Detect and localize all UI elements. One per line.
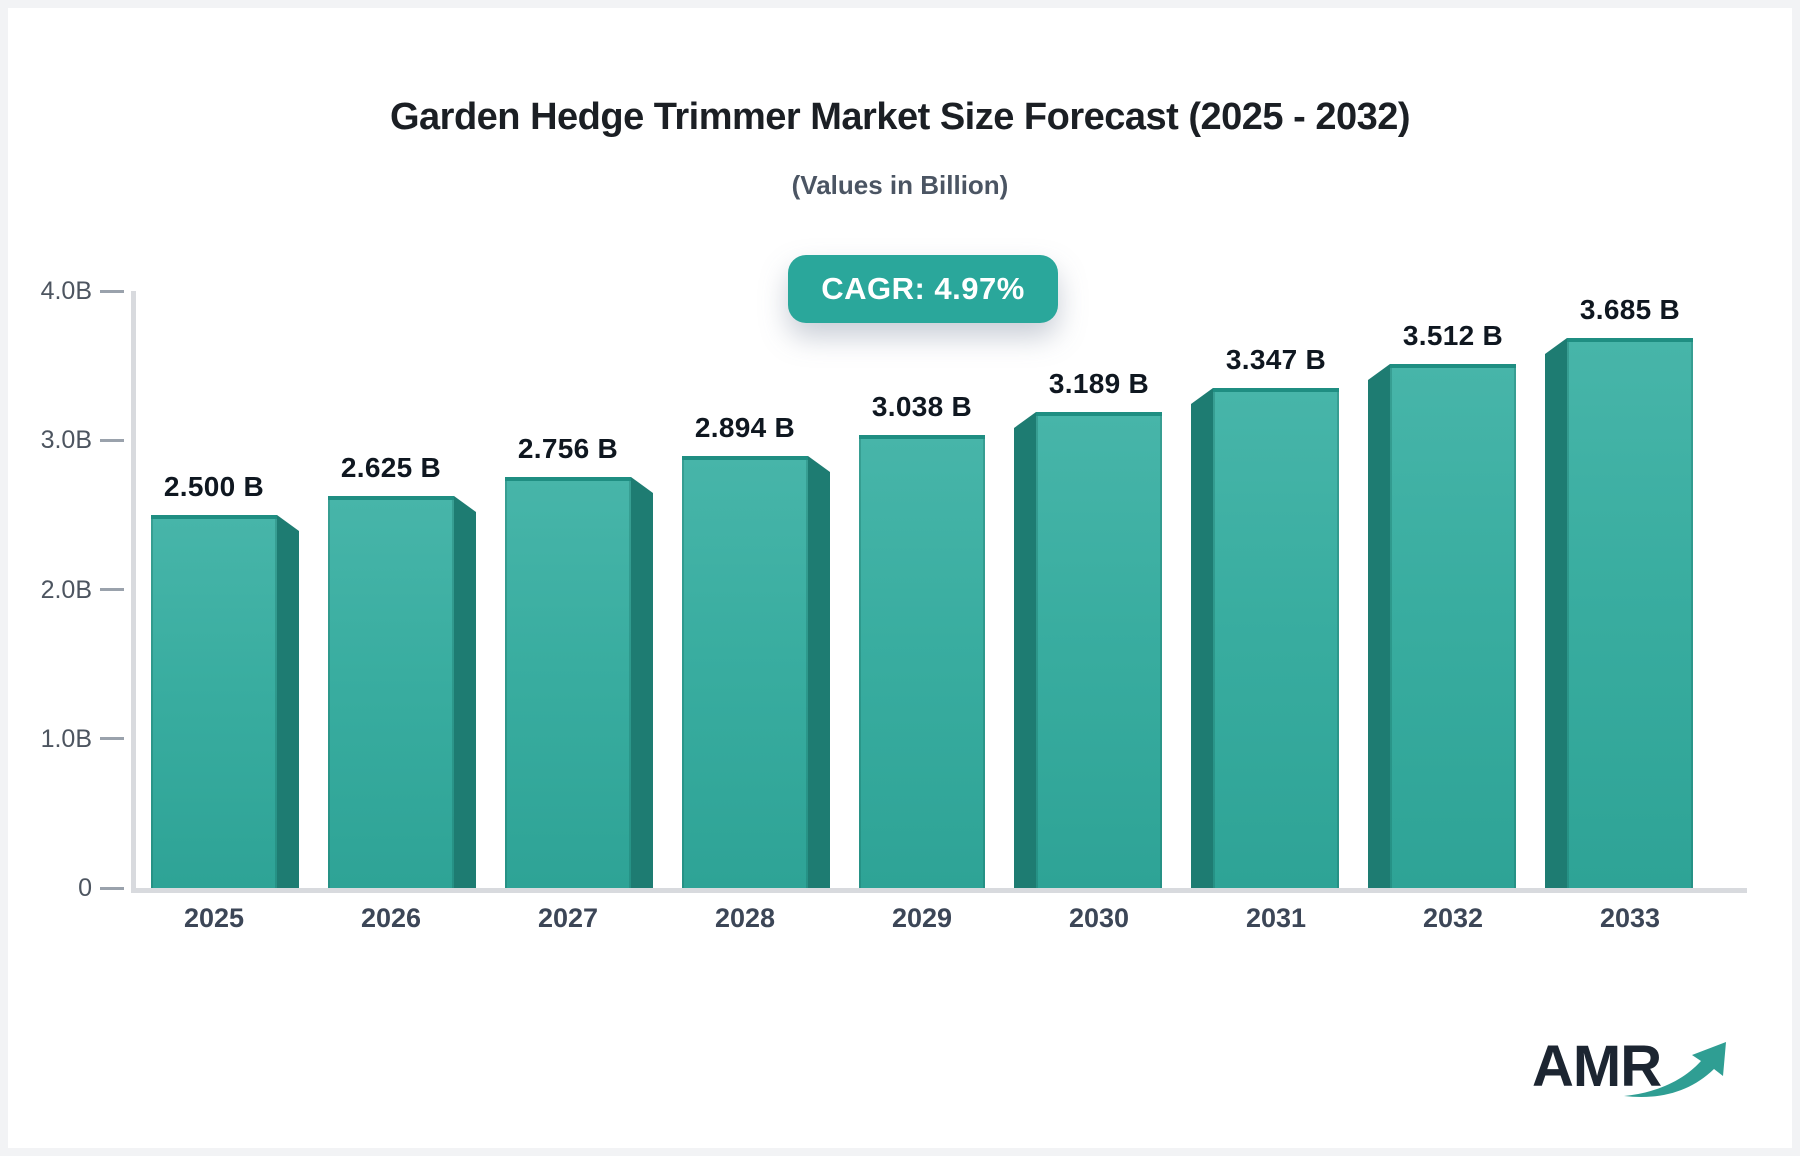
year-label-2026: 2026 bbox=[360, 903, 422, 933]
chart-subtitle: (Values in Billion) bbox=[791, 170, 1009, 200]
y-axis-line bbox=[131, 291, 136, 892]
value-label-2028: 2.894 B bbox=[694, 412, 796, 443]
value-label-2032: 3.512 B bbox=[1402, 320, 1504, 351]
value-label-2027: 2.756 B bbox=[517, 433, 619, 464]
year-label-2031: 2031 bbox=[1245, 903, 1307, 933]
value-label-2029: 3.038 B bbox=[871, 391, 973, 422]
cagr-badge: CAGR: 4.97% bbox=[788, 255, 1058, 323]
bar-side-2027 bbox=[631, 477, 653, 888]
value-label-2030: 3.189 B bbox=[1048, 368, 1150, 399]
year-label-2029: 2029 bbox=[891, 903, 953, 933]
value-label-2031: 3.347 B bbox=[1225, 344, 1327, 375]
y-axis-tick-label: 2.0B bbox=[40, 575, 92, 604]
cagr-badge-label: CAGR: 4.97% bbox=[821, 271, 1025, 306]
growth-arrow-icon bbox=[1624, 1042, 1726, 1097]
y-axis-tick bbox=[100, 737, 124, 741]
bar-2032 bbox=[1390, 364, 1516, 888]
x-axis-line bbox=[131, 888, 1747, 893]
bar-side-2025 bbox=[277, 515, 299, 888]
bar-2026 bbox=[328, 496, 454, 888]
bar-side-2030 bbox=[1014, 412, 1036, 888]
year-label-2025: 2025 bbox=[183, 903, 245, 933]
year-label-2028: 2028 bbox=[714, 903, 776, 933]
bar-side-2026 bbox=[454, 496, 476, 888]
value-label-2026: 2.625 B bbox=[340, 452, 442, 483]
bar-2028 bbox=[682, 456, 808, 888]
bar-2030 bbox=[1036, 412, 1162, 888]
bar-side-2033 bbox=[1545, 338, 1567, 888]
bar-side-2032 bbox=[1368, 364, 1390, 888]
bar-side-2031 bbox=[1191, 388, 1213, 888]
year-label-2030: 2030 bbox=[1068, 903, 1130, 933]
y-axis-tick-label: 4.0B bbox=[40, 277, 92, 305]
y-axis-tick bbox=[100, 886, 124, 890]
bar-2027 bbox=[505, 477, 631, 888]
y-axis-tick-label: 3.0B bbox=[40, 426, 92, 455]
bar-2031 bbox=[1213, 388, 1339, 888]
y-axis-tick bbox=[100, 289, 124, 293]
chart-title: Garden Hedge Trimmer Market Size Forecas… bbox=[389, 96, 1411, 138]
year-label-2027: 2027 bbox=[537, 903, 599, 933]
y-axis-tick-label: 1.0B bbox=[40, 724, 92, 753]
y-axis-tick bbox=[100, 588, 124, 591]
amr-logo-text: AMR bbox=[1532, 1034, 1662, 1099]
year-label-2032: 2032 bbox=[1422, 903, 1484, 933]
value-label-2033: 3.685 B bbox=[1579, 294, 1681, 325]
year-label-2033: 2033 bbox=[1599, 903, 1661, 933]
bar-2029 bbox=[859, 435, 985, 888]
bar-side-2028 bbox=[808, 456, 830, 888]
y-axis-tick bbox=[100, 438, 124, 442]
bar-2033 bbox=[1567, 338, 1693, 888]
y-axis-tick-label: 0 bbox=[78, 874, 92, 902]
amr-logo: AMR bbox=[1532, 1036, 1732, 1106]
value-label-2025: 2.500 B bbox=[163, 471, 265, 502]
bar-2025 bbox=[151, 515, 277, 888]
